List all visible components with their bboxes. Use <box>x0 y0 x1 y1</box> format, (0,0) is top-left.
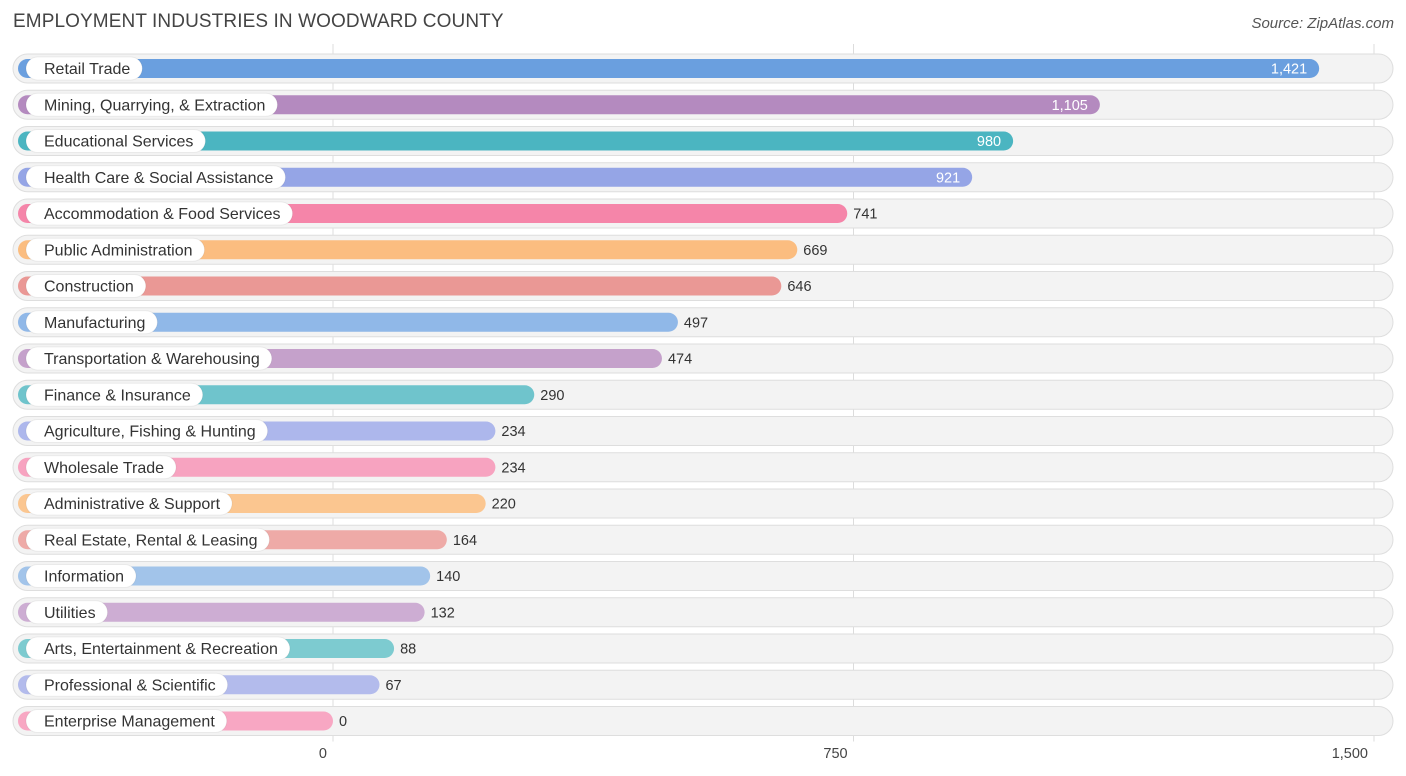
value-label: 234 <box>501 424 525 440</box>
value-label: 669 <box>803 243 827 259</box>
bar-row: Administrative & Support 220 <box>12 488 1394 519</box>
bar <box>18 602 425 622</box>
value-label: 497 <box>684 315 708 331</box>
category-label: Arts, Entertainment & Recreation <box>44 641 278 658</box>
category-label-pill <box>25 564 137 588</box>
category-label: Educational Services <box>44 134 193 151</box>
x-axis: 0 750 1,500 <box>319 746 1368 762</box>
bar-row: Public Administration 669 <box>12 234 1394 265</box>
bar-row: Real Estate, Rental & Leasing 164 <box>12 524 1394 555</box>
category-label: Real Estate, Rental & Leasing <box>44 532 257 549</box>
category-label: Accommodation & Food Services <box>44 206 281 223</box>
value-label: 921 <box>936 170 960 186</box>
category-label-pill <box>25 346 273 371</box>
bar <box>18 276 782 296</box>
category-label: Public Administration <box>44 242 193 259</box>
bar-row: Health Care & Social Assistance 921 <box>12 162 1394 193</box>
tick-label: 0 <box>319 746 327 762</box>
value-label: 1,105 <box>1052 98 1088 114</box>
value-label: 88 <box>400 642 416 658</box>
category-label-pill <box>25 600 109 625</box>
category-label: Wholesale Trade <box>44 460 164 477</box>
category-label-pill <box>25 455 177 480</box>
bar-row: Mining, Quarrying, & Extraction 1,105 <box>12 89 1394 120</box>
value-label: 140 <box>436 569 460 585</box>
category-label: Transportation & Warehousing <box>44 351 260 368</box>
value-label: 234 <box>501 460 525 476</box>
category-label: Utilities <box>44 605 96 622</box>
bar-row: Construction 646 <box>12 271 1394 301</box>
category-label-pill <box>25 129 206 153</box>
category-label-pill <box>25 310 158 335</box>
value-label: 741 <box>853 207 877 223</box>
bar-row: Information 140 <box>12 561 1394 591</box>
bar-row: Professional & Scientific 67 <box>12 669 1394 700</box>
category-label-pill <box>25 237 206 262</box>
value-label: 1,421 <box>1271 62 1307 78</box>
value-label: 220 <box>492 497 516 513</box>
bar-rows: Retail Trade 1,421 Mining, Quarrying, & Ex… <box>12 53 1394 736</box>
bar <box>18 131 1014 151</box>
bar-row: Utilities 132 <box>12 597 1394 628</box>
bar <box>18 59 1320 78</box>
category-label: Retail Trade <box>44 61 130 78</box>
bar-row: Agriculture, Fishing & Hunting 234 <box>12 416 1394 446</box>
value-label: 290 <box>540 388 564 404</box>
value-label: 164 <box>453 533 477 549</box>
bar-track <box>12 706 1394 736</box>
category-label-pill <box>25 165 286 190</box>
category-label: Professional & Scientific <box>44 677 216 694</box>
category-label-pill <box>25 56 143 81</box>
category-label-pill <box>25 419 269 443</box>
category-label-pill <box>25 672 229 697</box>
category-label: Agriculture, Fishing & Hunting <box>44 424 256 441</box>
category-label: Finance & Insurance <box>44 387 191 404</box>
value-label: 67 <box>385 678 401 694</box>
category-label: Enterprise Management <box>44 714 215 731</box>
category-label: Mining, Quarrying, & Extraction <box>44 97 265 114</box>
chart-title: EMPLOYMENT INDUSTRIES IN WOODWARD COUNTY <box>13 11 504 32</box>
bar-row: Enterprise Management 0 <box>12 706 1394 736</box>
category-label-pill <box>25 92 278 117</box>
bar-row: Arts, Entertainment & Recreation 88 <box>12 633 1394 664</box>
category-label-pill <box>25 382 204 407</box>
category-label: Administrative & Support <box>44 496 221 513</box>
bar <box>18 95 1100 115</box>
bar-row: Educational Services 980 <box>12 126 1394 156</box>
bar <box>18 240 798 260</box>
category-label-pill <box>25 709 228 733</box>
tick-label: 1,500 <box>1332 746 1368 762</box>
category-label-pill <box>25 274 147 298</box>
category-label-pill <box>25 527 270 552</box>
value-label: 980 <box>977 134 1001 150</box>
bar-row: Retail Trade 1,421 <box>12 53 1394 84</box>
category-label-pill <box>25 491 233 516</box>
value-label: 646 <box>787 279 811 295</box>
value-label: 0 <box>339 714 347 730</box>
bar-row: Accommodation & Food Services 741 <box>12 198 1394 229</box>
category-label-pill <box>25 201 294 226</box>
bar <box>18 312 678 332</box>
bar-row: Wholesale Trade 234 <box>12 452 1394 483</box>
category-label: Health Care & Social Assistance <box>44 170 274 187</box>
category-label: Information <box>44 569 124 586</box>
bar-row: Finance & Insurance 290 <box>12 379 1394 410</box>
bar-row: Manufacturing 497 <box>12 307 1394 338</box>
value-label: 132 <box>431 605 455 621</box>
bar-row: Transportation & Warehousing 474 <box>12 343 1394 374</box>
category-label: Construction <box>44 279 134 296</box>
tick-label: 750 <box>823 746 847 762</box>
category-label-pill <box>25 636 291 661</box>
value-label: 474 <box>668 352 692 368</box>
source-note: Source: ZipAtlas.com <box>1251 15 1394 32</box>
category-label: Manufacturing <box>44 315 145 332</box>
